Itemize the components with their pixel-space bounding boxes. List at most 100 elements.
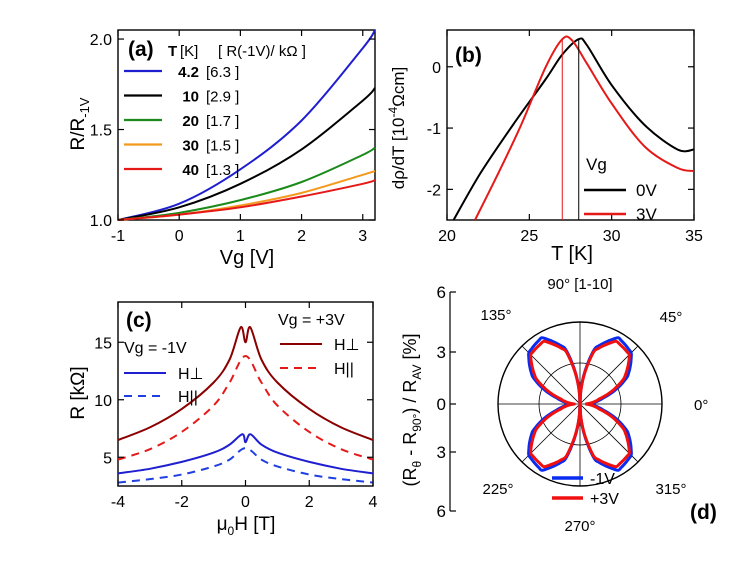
panel-d-labels: 90° [1-10] 45° 135° 0° 225° 315° 270° <box>480 276 708 535</box>
series-line-3V <box>474 35 694 220</box>
panel-b-ticks: 20 25 30 35 0 -1 -2 <box>427 30 703 245</box>
angle-label-a135: 135° <box>480 307 511 324</box>
panel-c-xlabel: μ0H [T] <box>217 514 276 538</box>
panel-a-xlabel: Vg [V] <box>220 247 274 269</box>
x-tick-label: 2 <box>305 494 314 511</box>
panel-b-clipped <box>452 35 694 220</box>
panel-d: 6 3 0 3 6 90° [1-10] 45° 135° 0° 225° 315° 270° -1… <box>400 276 717 535</box>
angle-label-a0: 0° <box>694 397 708 414</box>
x-tick-label: -4 <box>111 494 125 511</box>
panel-a-ylabel: R/R-1V <box>68 97 92 150</box>
x-tick-label: 0 <box>241 494 250 511</box>
legend-label-30: 30 <box>182 138 199 155</box>
legend-label-+3V: +3V <box>590 491 619 508</box>
y-tick-label: 10 <box>94 393 112 410</box>
series-line--1VH <box>117 447 374 484</box>
legend-label-40: 40 <box>182 162 199 179</box>
x-tick-label: -2 <box>175 494 189 511</box>
legend-value-10: [2.9 ] <box>206 89 239 106</box>
x-tick-label: 25 <box>520 228 538 245</box>
panel-b-series <box>452 35 694 220</box>
panel-b-label: (b) <box>455 44 482 67</box>
x-tick-label: 3 <box>358 228 367 245</box>
angle-label-a90: 90° [1-10] <box>547 276 612 293</box>
legend-value-20: [1.7 ] <box>206 113 239 130</box>
legend-label-3V: 3V <box>636 205 657 224</box>
panel-b-xlabel: T [K] <box>551 243 593 265</box>
legend-value-40: [1.3 ] <box>206 162 239 179</box>
y-tick-label: 5 <box>103 450 112 467</box>
x-tick-label: 1 <box>236 228 245 245</box>
y-tick-label: 0 <box>432 60 441 77</box>
series-line-4.2 <box>117 29 376 221</box>
panel-b-ylabel: dρ/dT [10-4Ωcm] <box>386 67 408 190</box>
panel-d-ylabel: (Rθ - R90°) / RAV [%] <box>400 334 424 487</box>
angle-label-a315: 315° <box>655 481 686 498</box>
radial-tick-label: 0 <box>437 395 446 414</box>
panel-d-grid: 6 3 0 3 6 <box>437 283 663 521</box>
radial-tick-label: 6 <box>437 283 446 302</box>
panel-a-legend-r: [ R(-1V)/ kΩ ] <box>218 43 306 60</box>
legend-label-p3v-par: H|| <box>334 361 354 378</box>
legend-label-p3v-perp: H⊥ <box>334 337 360 354</box>
legend-label-m1v-par: H|| <box>178 389 198 406</box>
panel-c-ticks: -4 -2 0 2 4 5 10 15 <box>94 302 378 511</box>
series-line-+3VH <box>117 354 374 461</box>
series-line-+3VH <box>117 326 374 441</box>
y-tick-label: 1.0 <box>90 213 112 230</box>
panel-c-ylabel: R [kΩ] <box>68 366 89 419</box>
panel-a-legend-unit: [K] <box>180 43 198 60</box>
angle-label-a45: 45° <box>660 309 683 326</box>
x-tick-label: 4 <box>369 494 378 511</box>
panel-b-frame <box>446 29 695 221</box>
x-tick-label: 20 <box>438 228 456 245</box>
legend-value-4.2: [6.3 ] <box>206 64 239 81</box>
panel-c-group2-label: Vg = +3V <box>278 312 345 329</box>
panel-a-legend: 4.2 [6.3 ] 10 [2.9 ] 20 [1.7 ] 30 [1.5 ] 40 [1.3 … <box>124 64 239 179</box>
legend-label-20: 20 <box>182 113 199 130</box>
x-tick-label: 0 <box>175 228 184 245</box>
radial-tick-label: 3 <box>437 443 446 462</box>
legend-label-4.2: 4.2 <box>178 64 199 81</box>
panel-b-legend-title: Vg <box>586 155 607 174</box>
series-line-20 <box>117 146 376 221</box>
radial-tick-label: 3 <box>437 343 446 362</box>
y-tick-label: -2 <box>427 182 441 199</box>
y-tick-label: 1.5 <box>90 123 112 140</box>
y-tick-label: 2.0 <box>90 32 112 49</box>
legend-label-10: 10 <box>182 89 199 106</box>
legend-label-0V: 0V <box>636 181 657 200</box>
panel-a-legend-t: T <box>168 43 177 60</box>
panel-c-label: (c) <box>126 309 152 332</box>
angle-label-a225: 225° <box>482 481 513 498</box>
series-line-40 <box>117 179 376 221</box>
panel-a: -1 0 1 2 3 1.0 1.5 2.0 (a) T [K] [ R(-1V)/ kΩ ]… <box>68 29 376 269</box>
y-tick-label: 15 <box>94 335 112 352</box>
panel-d-legend: -1V+3V <box>552 471 619 508</box>
series-line--1VH <box>117 433 374 475</box>
panel-a-label: (a) <box>128 38 154 61</box>
panel-d-label: (d) <box>690 501 717 524</box>
y-tick-label: -1 <box>427 121 441 138</box>
x-tick-label: 30 <box>603 228 621 245</box>
legend-label--1V: -1V <box>590 471 615 488</box>
x-tick-label: 35 <box>685 228 703 245</box>
panel-a-frame <box>117 29 376 221</box>
panel-c-series <box>117 326 374 484</box>
series-line-10 <box>117 87 376 221</box>
angle-label-a270: 270° <box>564 518 595 535</box>
x-tick-label: 2 <box>297 228 306 245</box>
panel-c-frame <box>117 301 374 487</box>
panel-a-series <box>117 29 376 221</box>
polar-series-+3V <box>529 339 631 469</box>
panel-c-legend: H⊥ H|| H⊥ H|| <box>124 337 360 406</box>
panel-d-series <box>527 336 633 472</box>
panel-a-ticks: -1 0 1 2 3 1.0 1.5 2.0 <box>90 30 375 245</box>
legend-value-30: [1.5 ] <box>206 138 239 155</box>
radial-tick-label: 6 <box>437 502 446 521</box>
x-tick-label: -1 <box>111 228 125 245</box>
legend-label-m1v-perp: H⊥ <box>178 366 204 383</box>
